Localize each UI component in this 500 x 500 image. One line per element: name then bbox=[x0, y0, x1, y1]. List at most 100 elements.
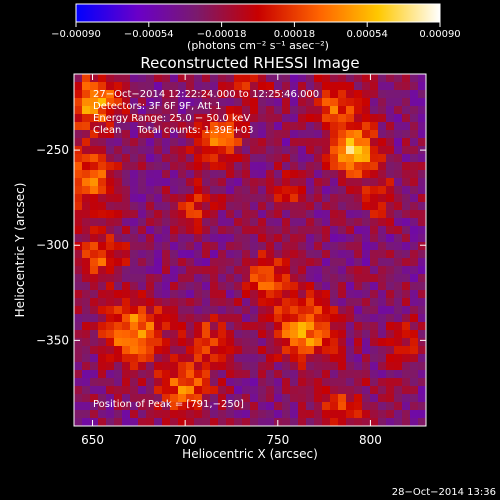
heatmap-cell bbox=[202, 146, 210, 154]
heatmap-cell bbox=[194, 234, 202, 242]
heatmap-cell bbox=[242, 218, 250, 226]
heatmap-cell bbox=[242, 418, 250, 426]
heatmap-cell bbox=[218, 306, 226, 314]
heatmap-cell bbox=[362, 218, 370, 226]
heatmap-cell bbox=[250, 226, 258, 234]
heatmap-cell bbox=[130, 306, 138, 314]
heatmap-cell bbox=[218, 178, 226, 186]
heatmap-cell bbox=[418, 386, 426, 394]
heatmap-cell bbox=[90, 354, 98, 362]
heatmap-cell bbox=[146, 250, 154, 258]
heatmap-cell bbox=[314, 346, 322, 354]
heatmap-cell bbox=[402, 90, 410, 98]
heatmap-cell bbox=[130, 98, 138, 106]
heatmap-cell bbox=[378, 386, 386, 394]
heatmap-cell bbox=[250, 82, 258, 90]
heatmap-cell bbox=[186, 386, 194, 394]
heatmap-cell bbox=[258, 90, 266, 98]
heatmap-cell bbox=[106, 266, 114, 274]
heatmap-cell bbox=[114, 354, 122, 362]
heatmap-cell bbox=[386, 218, 394, 226]
heatmap-cells bbox=[74, 74, 426, 426]
heatmap-cell bbox=[130, 386, 138, 394]
heatmap-cell bbox=[170, 146, 178, 154]
heatmap-cell bbox=[266, 210, 274, 218]
heatmap-cell bbox=[138, 226, 146, 234]
heatmap-cell bbox=[90, 290, 98, 298]
heatmap-cell bbox=[218, 314, 226, 322]
heatmap-cell bbox=[74, 370, 82, 378]
heatmap-cell bbox=[138, 122, 146, 130]
heatmap-cell bbox=[378, 90, 386, 98]
heatmap-cell bbox=[98, 370, 106, 378]
heatmap-cell bbox=[274, 378, 282, 386]
heatmap-cell bbox=[410, 306, 418, 314]
heatmap-cell bbox=[386, 122, 394, 130]
heatmap-cell bbox=[250, 138, 258, 146]
heatmap-cell bbox=[274, 402, 282, 410]
heatmap-cell bbox=[74, 194, 82, 202]
heatmap-cell bbox=[394, 122, 402, 130]
heatmap-cell bbox=[202, 218, 210, 226]
heatmap-cell bbox=[362, 138, 370, 146]
heatmap-cell bbox=[162, 402, 170, 410]
heatmap-cell bbox=[210, 274, 218, 282]
heatmap-cell bbox=[274, 106, 282, 114]
heatmap-cell bbox=[314, 282, 322, 290]
heatmap-cell bbox=[322, 250, 330, 258]
heatmap-cell bbox=[306, 330, 314, 338]
heatmap-cell bbox=[194, 290, 202, 298]
heatmap-cell bbox=[418, 162, 426, 170]
heatmap-cell bbox=[258, 346, 266, 354]
heatmap-cell bbox=[306, 298, 314, 306]
heatmap-cell bbox=[226, 162, 234, 170]
heatmap-cell bbox=[362, 330, 370, 338]
heatmap-cell bbox=[370, 146, 378, 154]
heatmap-cell bbox=[154, 266, 162, 274]
heatmap-cell bbox=[146, 330, 154, 338]
heatmap-cell bbox=[74, 98, 82, 106]
heatmap-cell bbox=[226, 98, 234, 106]
heatmap-cell bbox=[98, 258, 106, 266]
heatmap-cell bbox=[362, 146, 370, 154]
heatmap-cell bbox=[186, 106, 194, 114]
heatmap-cell bbox=[106, 210, 114, 218]
heatmap-cell bbox=[322, 386, 330, 394]
heatmap-cell bbox=[370, 202, 378, 210]
chart-title: Reconstructed RHESSI Image bbox=[140, 54, 359, 72]
heatmap-cell bbox=[154, 202, 162, 210]
heatmap-cell bbox=[98, 346, 106, 354]
heatmap-cell bbox=[234, 90, 242, 98]
heatmap-cell bbox=[370, 106, 378, 114]
heatmap-cell bbox=[74, 330, 82, 338]
heatmap-cell bbox=[234, 82, 242, 90]
heatmap-cell bbox=[354, 130, 362, 138]
heatmap-cell bbox=[194, 114, 202, 122]
heatmap-cell bbox=[410, 154, 418, 162]
heatmap-cell bbox=[234, 194, 242, 202]
heatmap-cell bbox=[178, 186, 186, 194]
heatmap-cell bbox=[82, 130, 90, 138]
heatmap-cell bbox=[410, 330, 418, 338]
heatmap-cell bbox=[282, 346, 290, 354]
heatmap-cell bbox=[98, 306, 106, 314]
heatmap-cell bbox=[90, 130, 98, 138]
heatmap-cell bbox=[346, 194, 354, 202]
heatmap-cell bbox=[178, 138, 186, 146]
heatmap-cell bbox=[410, 362, 418, 370]
heatmap-cell bbox=[170, 338, 178, 346]
heatmap-cell bbox=[178, 370, 186, 378]
heatmap-cell bbox=[138, 330, 146, 338]
heatmap-cell bbox=[258, 282, 266, 290]
heatmap-cell bbox=[130, 74, 138, 82]
heatmap-cell bbox=[234, 234, 242, 242]
heatmap-cell bbox=[274, 210, 282, 218]
heatmap-cell bbox=[362, 322, 370, 330]
heatmap-cell bbox=[354, 210, 362, 218]
heatmap-cell bbox=[194, 370, 202, 378]
heatmap-cell bbox=[130, 186, 138, 194]
heatmap-cell bbox=[314, 394, 322, 402]
heatmap-cell bbox=[146, 138, 154, 146]
heatmap-cell bbox=[90, 322, 98, 330]
heatmap-cell bbox=[226, 234, 234, 242]
